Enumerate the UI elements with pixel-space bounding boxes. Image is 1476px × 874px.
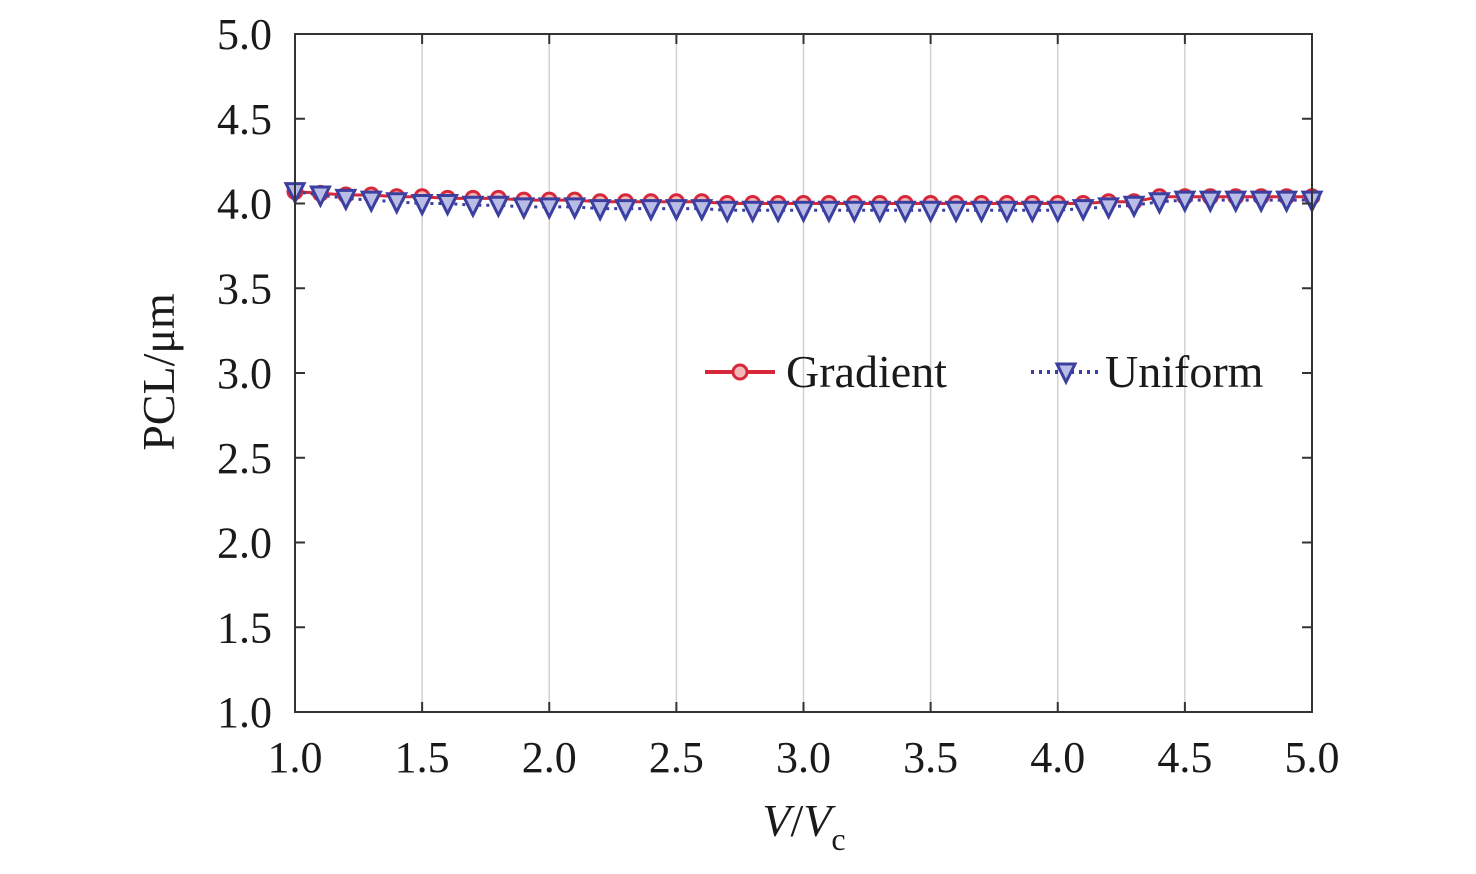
data-point-uniform bbox=[1224, 190, 1248, 214]
data-point-uniform bbox=[614, 199, 637, 222]
data-point-uniform bbox=[868, 200, 892, 224]
data-point-uniform bbox=[690, 199, 714, 222]
data-point-uniform bbox=[1122, 195, 1146, 219]
y-tick-label: 5.0 bbox=[217, 10, 272, 59]
data-point-uniform bbox=[919, 200, 943, 224]
y-tick-labels: 1.0 1.5 2.0 2.5 3.0 3.5 4.0 4.5 5.0 bbox=[217, 10, 272, 737]
data-point-uniform bbox=[1046, 200, 1070, 224]
y-tick-label: 3.0 bbox=[217, 349, 272, 398]
data-point-uniform bbox=[970, 200, 993, 224]
y-tick-label: 3.5 bbox=[217, 264, 272, 313]
x-tick-label: 1.0 bbox=[268, 733, 323, 782]
series-uniform bbox=[283, 182, 1324, 224]
y-axis-title: PCL/μm bbox=[133, 293, 184, 451]
y-tick-label: 4.5 bbox=[217, 95, 272, 144]
x-tick-labels: 1.0 1.5 2.0 2.5 3.0 3.5 4.0 4.5 5.0 bbox=[268, 733, 1340, 782]
data-point-uniform bbox=[639, 199, 663, 222]
x-tick-label: 3.0 bbox=[776, 733, 831, 782]
x-tick-label: 4.0 bbox=[1030, 733, 1085, 782]
legend-marker-gradient bbox=[731, 363, 749, 381]
x-tick-label: 3.5 bbox=[903, 733, 958, 782]
data-point-uniform bbox=[1148, 192, 1171, 216]
data-point-uniform bbox=[385, 192, 409, 216]
data-point-uniform bbox=[715, 200, 739, 224]
data-point-uniform bbox=[334, 188, 358, 212]
data-point-uniform bbox=[410, 194, 434, 217]
x-axis-title-sep: / bbox=[791, 795, 804, 846]
data-point-uniform bbox=[995, 200, 1019, 224]
legend-marker-uniform bbox=[1054, 362, 1078, 386]
data-point-uniform bbox=[486, 195, 510, 219]
x-tick-label: 4.5 bbox=[1157, 733, 1212, 782]
legend-item-gradient: Gradient bbox=[705, 346, 947, 397]
data-point-uniform bbox=[359, 190, 383, 214]
x-tick-label: 2.0 bbox=[522, 733, 577, 782]
x-tick-label: 2.5 bbox=[649, 733, 704, 782]
series-line-uniform bbox=[294, 190, 1312, 212]
x-tick-label: 1.5 bbox=[395, 733, 450, 782]
data-point-uniform bbox=[308, 185, 332, 209]
data-point-uniform bbox=[1198, 190, 1222, 214]
data-point-uniform bbox=[461, 195, 485, 219]
data-point-uniform bbox=[842, 200, 866, 224]
data-point-uniform bbox=[741, 200, 765, 224]
data-point-uniform bbox=[664, 199, 688, 222]
data-point-uniform bbox=[436, 194, 459, 217]
legend-item-uniform: Uniform bbox=[1031, 346, 1264, 397]
x-axis-title: V/Vc bbox=[762, 795, 845, 857]
x-tick-label: 5.0 bbox=[1285, 733, 1340, 782]
tick-marks bbox=[294, 33, 1313, 713]
data-point-uniform bbox=[1020, 200, 1044, 224]
data-point-uniform bbox=[1249, 190, 1273, 214]
data-point-uniform bbox=[588, 199, 612, 222]
data-point-uniform bbox=[1275, 190, 1298, 214]
data-point-uniform bbox=[893, 200, 917, 224]
data-point-uniform bbox=[512, 197, 536, 221]
series-layer bbox=[283, 182, 1324, 224]
y-tick-label: 1.5 bbox=[217, 603, 272, 652]
data-point-uniform bbox=[563, 197, 587, 221]
x-axis-title-sub: c bbox=[831, 821, 845, 857]
x-axis-title-var: V bbox=[762, 795, 795, 846]
data-point-uniform bbox=[817, 200, 841, 224]
y-tick-label: 4.0 bbox=[217, 180, 272, 229]
data-point-uniform bbox=[1173, 190, 1197, 214]
y-tick-label: 2.5 bbox=[217, 434, 272, 483]
data-point-uniform bbox=[1097, 197, 1121, 221]
y-tick-label: 2.0 bbox=[217, 519, 272, 568]
x-axis-title-var2: V bbox=[803, 795, 836, 846]
y-tick-label: 1.0 bbox=[217, 688, 272, 737]
data-point-uniform bbox=[944, 200, 968, 224]
legend: Gradient Uniform bbox=[705, 346, 1264, 397]
data-point-uniform bbox=[792, 200, 815, 224]
data-point-uniform bbox=[766, 200, 790, 224]
legend-label-gradient: Gradient bbox=[786, 346, 947, 397]
data-point-uniform bbox=[537, 197, 561, 221]
legend-label-uniform: Uniform bbox=[1105, 346, 1264, 397]
data-point-uniform bbox=[1071, 199, 1095, 222]
